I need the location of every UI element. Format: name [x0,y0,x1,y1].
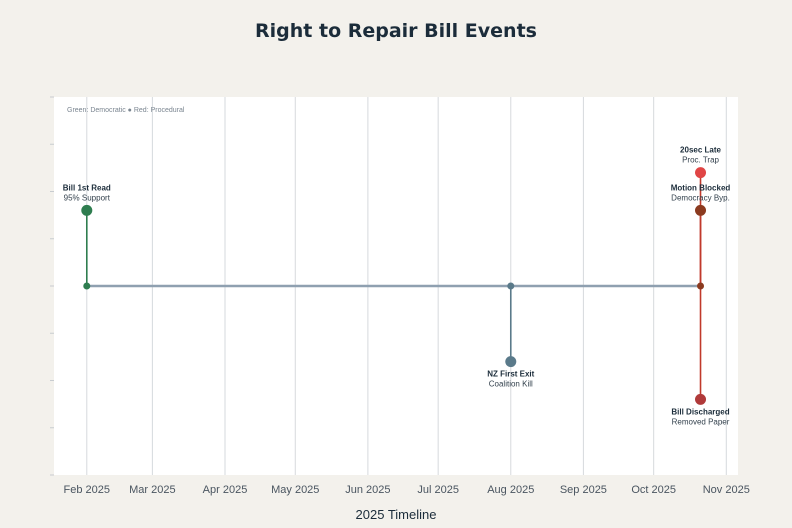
event-title: Bill 1st Read [63,183,111,192]
baseline-marker [697,282,705,290]
event-subtitle: Coalition Kill [489,380,533,389]
x-tick-label: Oct 2025 [631,484,676,496]
event-connectors [85,172,702,400]
event-marker [505,356,517,368]
chart-title: Right to Repair Bill Events [255,20,537,42]
x-axis-label: 2025 Timeline [356,507,437,522]
x-tick-label: Aug 2025 [487,484,534,496]
event-subtitle: Removed Paper [672,417,730,426]
event-subtitle: 95% Support [64,193,111,202]
event-marker [81,204,93,216]
y-tick-marks [50,96,54,476]
x-tick-labels: Feb 2025 Mar 2025 Apr 2025 May 2025 Jun 2025… [64,484,750,496]
baseline-marker [507,282,515,290]
x-tick-label: Mar 2025 [129,484,175,496]
x-tick-label: Feb 2025 [64,484,110,496]
event-title: NZ First Exit [487,370,534,379]
event-title: Motion Blocked [671,183,731,192]
event-marker [695,393,707,405]
x-tick-label: Apr 2025 [203,484,248,496]
x-tick-label: Nov 2025 [703,484,750,496]
event-subtitle: Proc. Trap [682,156,719,165]
event-title: Bill Discharged [671,407,729,416]
x-tick-label: Jul 2025 [417,484,459,496]
event-subtitle: Democracy Byp. [671,193,730,202]
x-tick-label: Jun 2025 [345,484,390,496]
baseline-markers [83,282,705,290]
baseline-marker [83,282,91,290]
event-marker [695,204,707,216]
legend-note: Green: Democratic ● Red: Procedural [67,107,185,114]
event-marker [695,167,707,179]
x-tick-label: May 2025 [271,484,319,496]
event-title: 20sec Late [680,146,721,155]
x-tick-label: Sep 2025 [560,484,607,496]
